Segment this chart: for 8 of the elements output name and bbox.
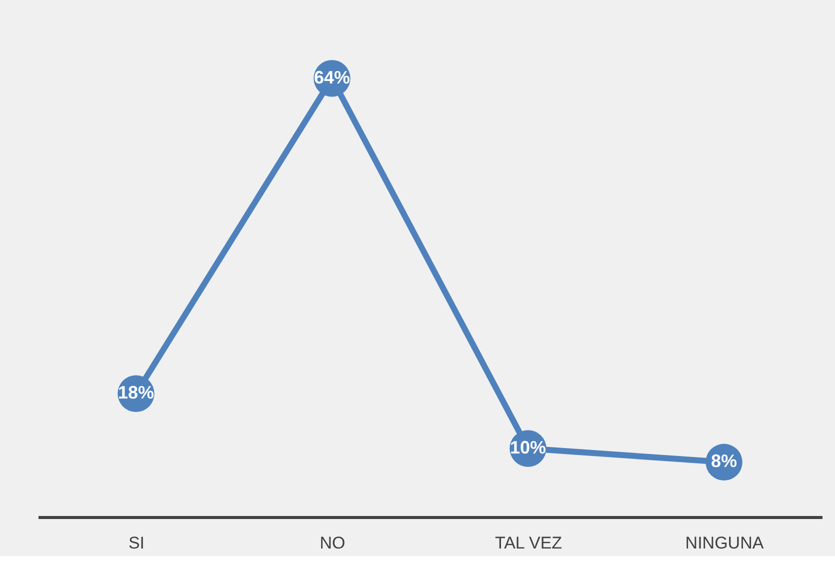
- data-label: 18%: [118, 382, 154, 403]
- x-tick-label: NO: [320, 534, 346, 552]
- x-tick-label: NINGUNA: [685, 534, 764, 552]
- data-label: 10%: [510, 437, 546, 458]
- data-label: 64%: [314, 67, 350, 88]
- x-tick-label: SI: [128, 534, 145, 552]
- data-label: 8%: [710, 451, 738, 472]
- x-tick-label: TAL VEZ: [494, 534, 562, 552]
